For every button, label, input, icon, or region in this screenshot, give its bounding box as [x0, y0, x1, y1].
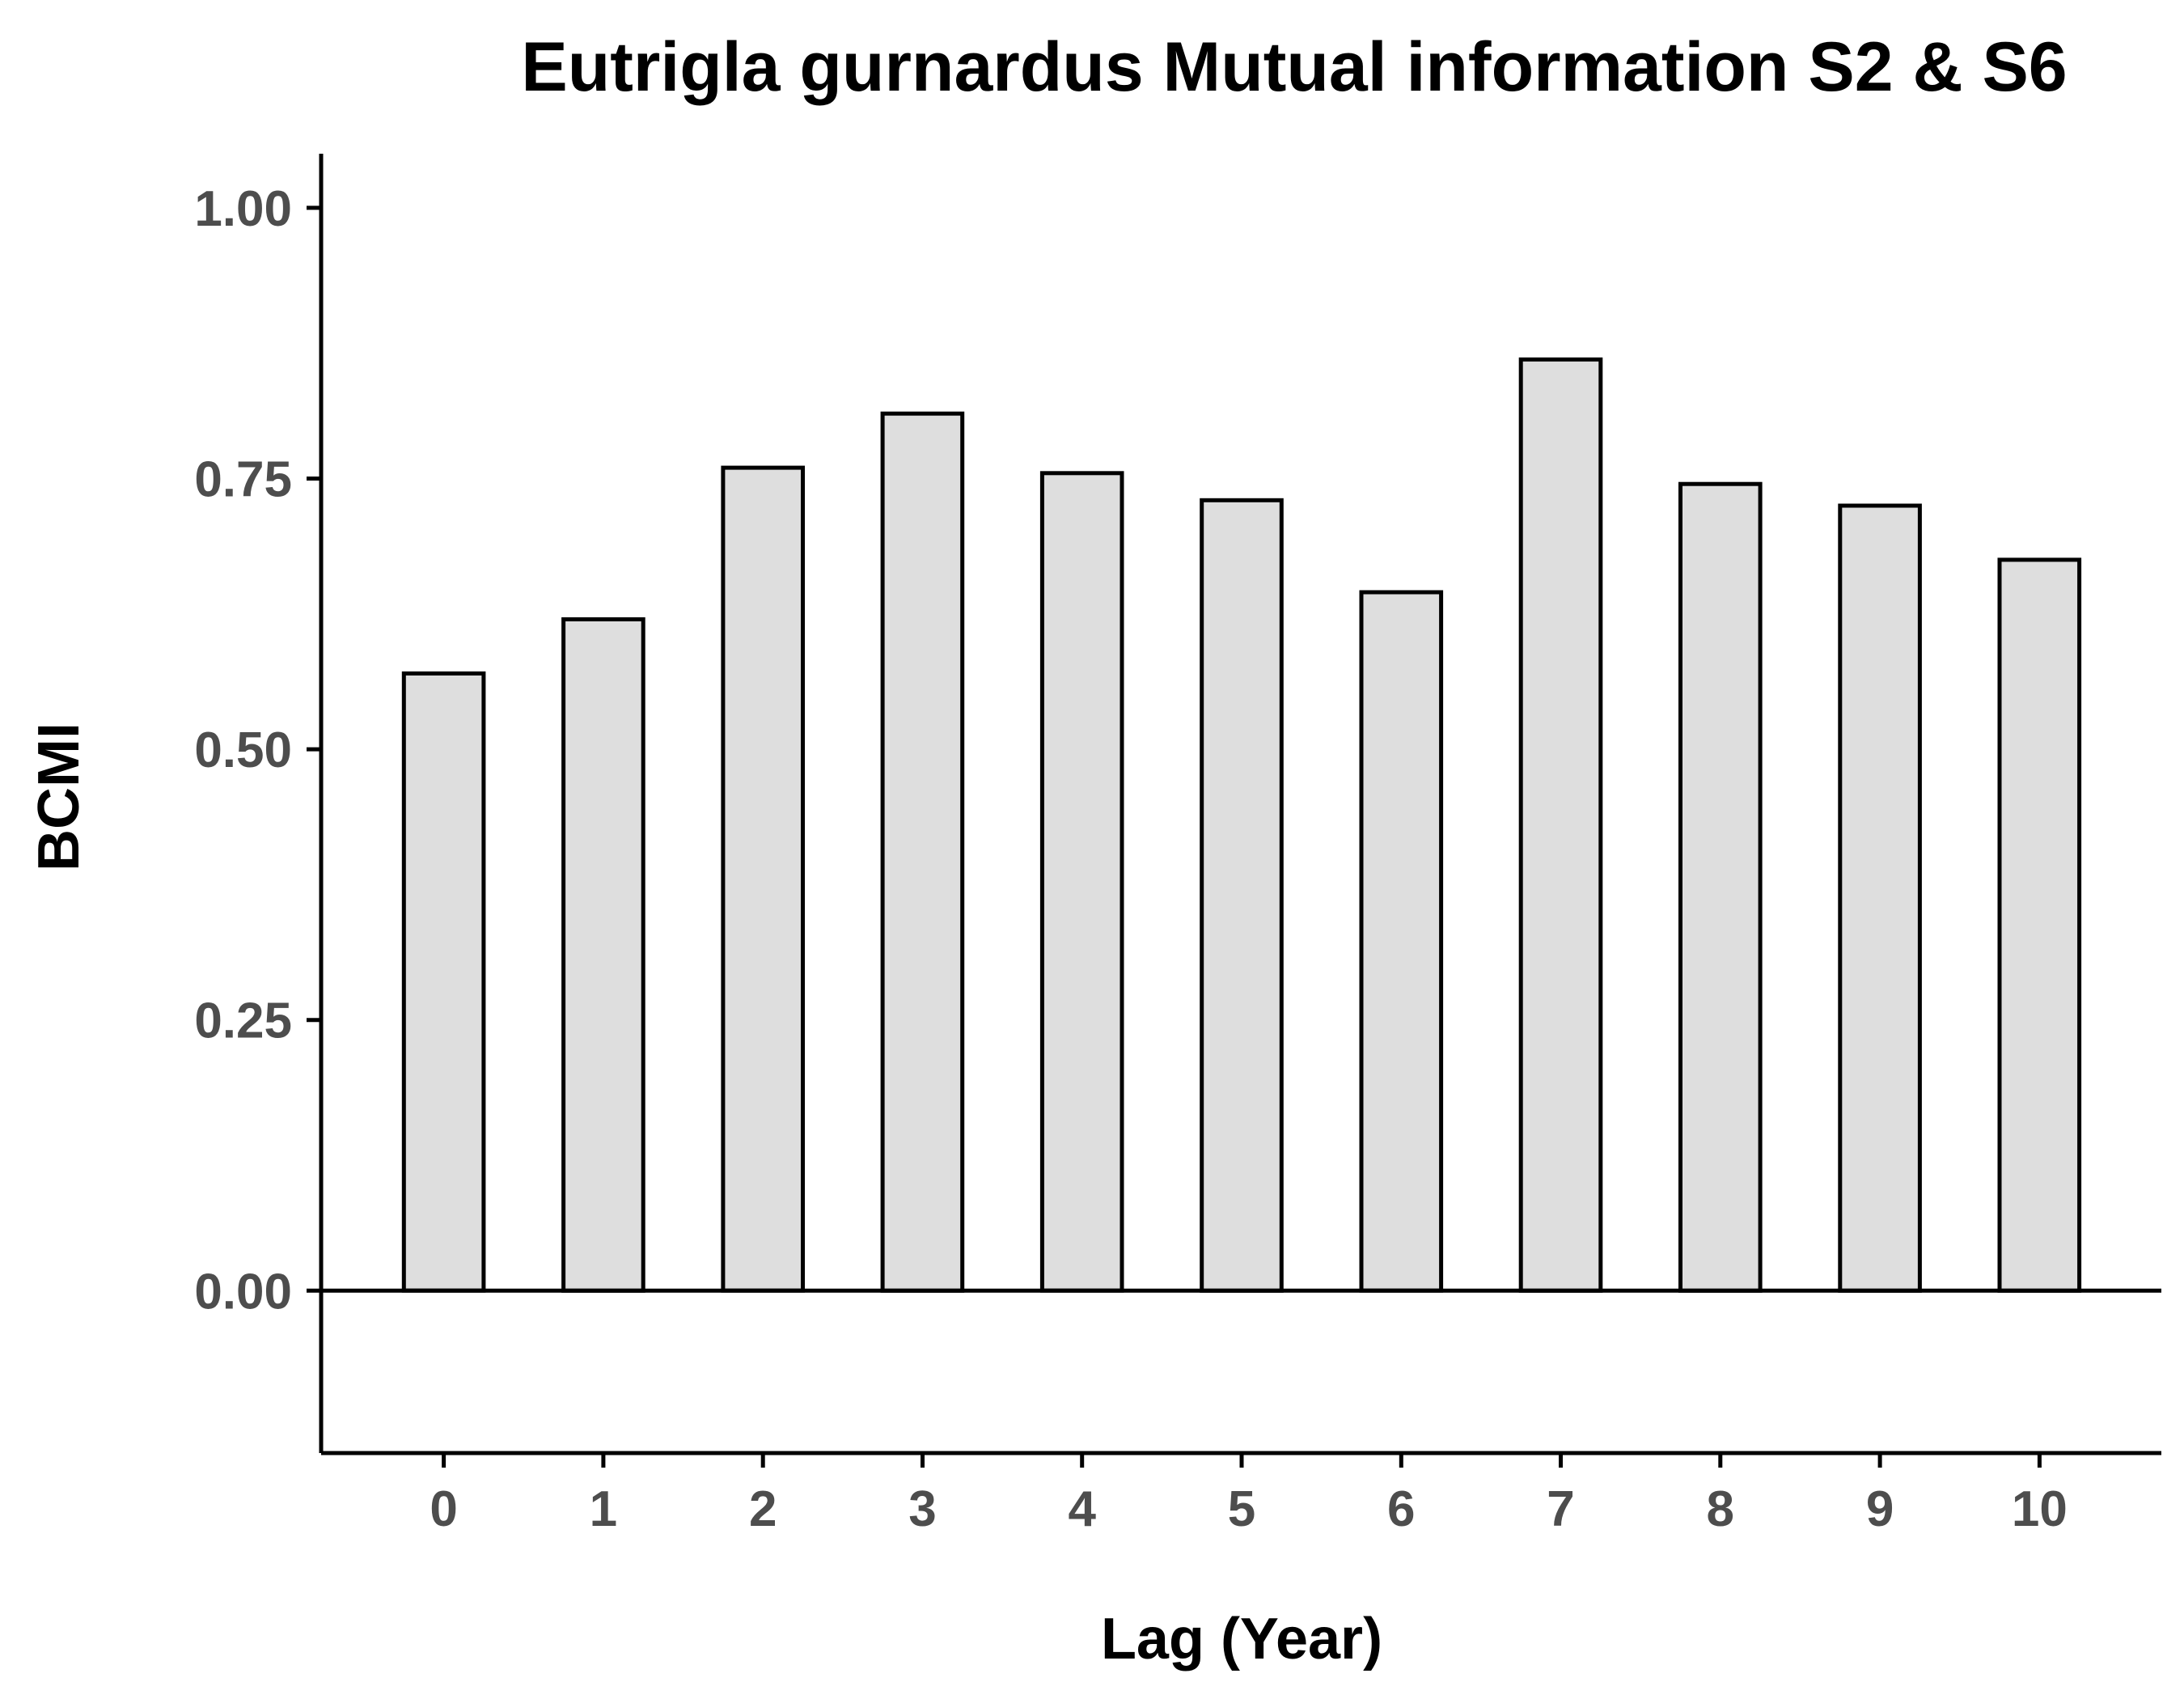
x-tick-label: 4 — [1068, 1481, 1096, 1537]
bar-lag-5 — [1200, 498, 1284, 1293]
bars-layer — [401, 357, 2082, 1293]
bar-lag-3 — [880, 411, 965, 1293]
bar-lag-7 — [1518, 357, 1603, 1293]
y-tick-label: 1.00 — [194, 181, 292, 237]
x-axis-title: Lag (Year) — [1101, 1607, 1382, 1671]
bar-lag-0 — [401, 671, 486, 1293]
bar-lag-8 — [1678, 481, 1763, 1293]
y-tick-label: 0.25 — [194, 994, 292, 1049]
y-axis-title: BCMI — [27, 722, 91, 871]
y-ticks-layer: 0.00 0.25 0.50 0.75 1.00 — [194, 181, 321, 1320]
y-tick-label: 0.50 — [194, 722, 292, 778]
x-tick-label: 10 — [2012, 1481, 2068, 1537]
x-tick-label: 0 — [430, 1481, 457, 1537]
y-tick-label: 0.75 — [194, 452, 292, 508]
bar-lag-9 — [1838, 503, 1922, 1293]
x-tick-label: 9 — [1866, 1481, 1894, 1537]
bar-lag-1 — [561, 617, 645, 1293]
bar-lag-6 — [1359, 590, 1444, 1293]
x-ticks-layer: 0 1 2 3 4 5 6 7 8 9 10 — [430, 1453, 2068, 1537]
bar-lag-2 — [721, 465, 806, 1293]
y-tick-label: 0.00 — [194, 1264, 292, 1320]
x-tick-label: 3 — [908, 1481, 936, 1537]
chart-title: Eutrigla gurnardus Mutual information S2… — [521, 28, 2067, 106]
x-tick-label: 7 — [1547, 1481, 1574, 1537]
bar-lag-4 — [1039, 471, 1124, 1293]
x-tick-label: 8 — [1707, 1481, 1734, 1537]
x-tick-label: 2 — [749, 1481, 777, 1537]
x-tick-label: 1 — [590, 1481, 617, 1537]
x-tick-label: 6 — [1387, 1481, 1415, 1537]
bar-lag-10 — [1997, 557, 2082, 1293]
x-tick-label: 5 — [1228, 1481, 1255, 1537]
